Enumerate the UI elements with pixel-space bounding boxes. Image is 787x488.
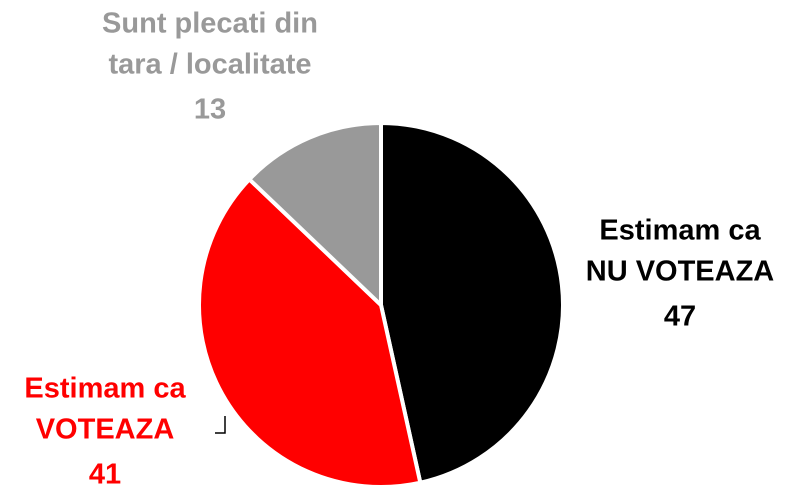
pie-slice bbox=[197, 176, 423, 488]
pie-slice bbox=[246, 120, 383, 310]
leader-line bbox=[215, 416, 226, 434]
slice-label: tara / localitate bbox=[108, 49, 311, 81]
slice-label: Estimam ca bbox=[599, 215, 761, 247]
slice-label: VOTEAZA bbox=[36, 414, 175, 446]
slice-label: Sunt plecati din bbox=[102, 8, 318, 40]
value-label: 41 bbox=[89, 459, 121, 488]
slice-label: NU VOTEAZA bbox=[586, 256, 775, 288]
value-label: 47 bbox=[664, 301, 696, 333]
slice-label: Estimam ca bbox=[24, 373, 186, 405]
value-label: 13 bbox=[194, 94, 226, 126]
pie-slice bbox=[379, 120, 565, 486]
